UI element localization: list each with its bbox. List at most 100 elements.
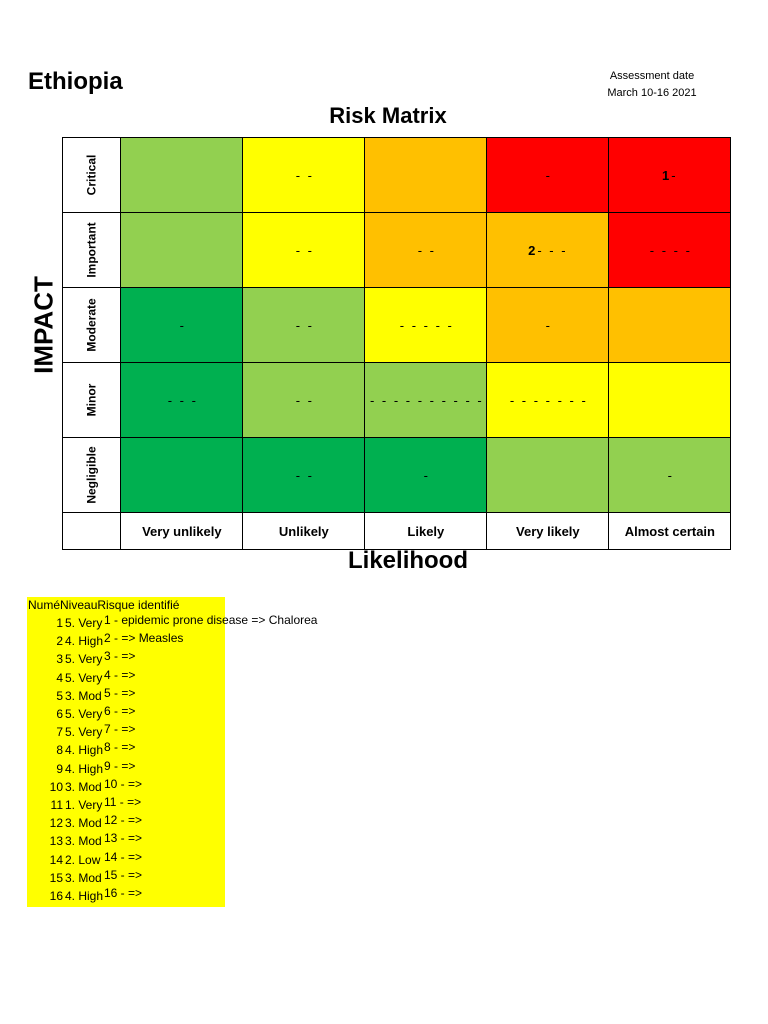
matrix-title: Risk Matrix: [329, 103, 447, 128]
matrix-cell: 2- - -: [486, 212, 610, 288]
risk-number: 15: [49, 870, 63, 885]
risk-level: 1. Very: [65, 798, 103, 812]
impact-label-important: Important: [61, 212, 122, 288]
risk-description: 10 - =>: [104, 776, 143, 791]
risk-description: 14 - =>: [104, 849, 143, 864]
likelihood-label-unlikely: Unlikely: [242, 512, 366, 550]
matrix-row-minor: Minor - - - - - - - - - - - - - - - - - …: [61, 362, 732, 438]
risk-level: 4. High: [65, 634, 104, 649]
risk-description: 3 - =>: [104, 649, 136, 664]
matrix-cell: -: [486, 287, 610, 363]
risk-list-background: [27, 597, 225, 907]
matrix-cell: -: [364, 437, 488, 513]
matrix-cell: [120, 212, 244, 288]
matrix-cell: - -: [242, 287, 366, 363]
risk-number: 16: [49, 889, 63, 903]
risk-matrix: Critical - - - 1- Important - - - - 2- -…: [61, 137, 732, 550]
matrix-cell: - -: [364, 212, 488, 288]
risk-description: 13 - =>: [104, 831, 143, 846]
risk-level: 5. Very: [65, 652, 103, 667]
risk-description: 15 - =>: [104, 867, 143, 882]
risk-level: 3. Mod: [65, 779, 102, 794]
risk-number: 8: [56, 743, 63, 758]
matrix-cell: - -: [242, 137, 366, 213]
matrix-cell: -: [120, 287, 244, 363]
risk-description: 7 - =>: [104, 722, 136, 737]
matrix-cell: - -: [242, 212, 366, 288]
impact-label-minor: Minor: [61, 362, 122, 438]
risk-description: 8 - =>: [104, 740, 136, 755]
risk-number: 10: [49, 779, 63, 794]
risk-number: 7: [56, 725, 63, 740]
matrix-cell: [120, 437, 244, 513]
risk-list-header: NuméNiveauRisque identifié: [28, 598, 180, 612]
likelihood-label-very-likely: Very likely: [486, 512, 610, 550]
risk-description: 9 - =>: [104, 758, 136, 773]
assessment-info: Assessment date March 10-16 2021: [600, 68, 704, 102]
risk-description: 4 - =>: [104, 667, 136, 682]
matrix-row-critical: Critical - - - 1-: [61, 137, 732, 213]
risk-level: 4. High: [65, 743, 104, 758]
matrix-cell: - - - - - - -: [486, 362, 610, 438]
risk-level: 3. Mod: [65, 834, 102, 849]
risk-description: 5 - =>: [104, 685, 136, 700]
risk-level: 5. Very: [65, 670, 103, 685]
page-title: Ethiopia: [28, 68, 123, 95]
matrix-cell: 1-: [608, 137, 732, 213]
risk-number: 13: [49, 834, 63, 849]
matrix-cell: - -: [242, 437, 366, 513]
likelihood-axis-label: Likelihood: [348, 547, 468, 574]
likelihood-label-likely: Likely: [364, 512, 488, 550]
risk-level: 5. Very: [65, 725, 103, 740]
impact-label-moderate: Moderate: [61, 287, 122, 363]
likelihood-label-almost-certain: Almost certain: [608, 512, 732, 550]
matrix-cell: -: [608, 437, 732, 513]
risk-description: 16 - =>: [104, 886, 143, 900]
matrix-cell: - - - -: [608, 212, 732, 288]
risk-level: 5. Very: [65, 707, 103, 721]
risk-description: 2 - => Measles: [104, 631, 184, 646]
risk-level: 3. Mod: [65, 688, 102, 703]
impact-label-critical: Critical: [61, 137, 122, 213]
risk-number: 2: [56, 634, 63, 649]
risk-number: 1: [56, 616, 63, 630]
risk-description: 11 - =>: [104, 795, 142, 809]
matrix-cell: - -: [242, 362, 366, 438]
matrix-cell: -: [486, 137, 610, 213]
matrix-row-negligible: Negligible - - - -: [61, 437, 732, 513]
risk-level: 2. Low: [65, 852, 101, 867]
risk-level: 5. Very: [65, 616, 103, 630]
risk-number: 12: [49, 816, 63, 831]
risk-number: 6: [56, 707, 63, 721]
risk-level: 4. High: [65, 889, 104, 903]
risk-number: 5: [56, 688, 63, 703]
risk-description: 6 - =>: [104, 704, 136, 718]
risk-level: 3. Mod: [65, 870, 102, 885]
risk-number: 3: [56, 652, 63, 667]
matrix-cell: [486, 437, 610, 513]
risk-number: 9: [56, 761, 63, 776]
matrix-cell: [364, 137, 488, 213]
risk-description: 12 - =>: [104, 813, 143, 828]
matrix-cell: - - -: [120, 362, 244, 438]
matrix-cell: [120, 137, 244, 213]
matrix-cell: [608, 362, 732, 438]
impact-axis-label: IMPACT: [28, 276, 59, 374]
risk-level: 4. High: [65, 761, 104, 776]
matrix-cell: - - - - - - - - - -: [364, 362, 488, 438]
matrix-corner: [61, 512, 122, 550]
risk-number: 4: [56, 670, 63, 685]
impact-label-negligible: Negligible: [61, 437, 122, 513]
likelihood-header-row: Very unlikely Unlikely Likely Very likel…: [61, 512, 732, 550]
risk-description: 1 - epidemic prone disease => Chalorea: [104, 613, 318, 627]
assessment-label: Assessment date: [609, 70, 695, 82]
likelihood-label-very-unlikely: Very unlikely: [120, 512, 244, 550]
risk-level: 3. Mod: [65, 816, 102, 831]
matrix-cell: [608, 287, 732, 363]
matrix-row-important: Important - - - - 2- - - - - - -: [61, 212, 732, 288]
matrix-cell: - - - - -: [364, 287, 488, 363]
matrix-row-moderate: Moderate - - - - - - - - -: [61, 287, 732, 363]
risk-number: 14: [49, 852, 63, 867]
risk-number: 11: [50, 798, 63, 812]
assessment-date: March 10-16 2021: [607, 87, 697, 99]
